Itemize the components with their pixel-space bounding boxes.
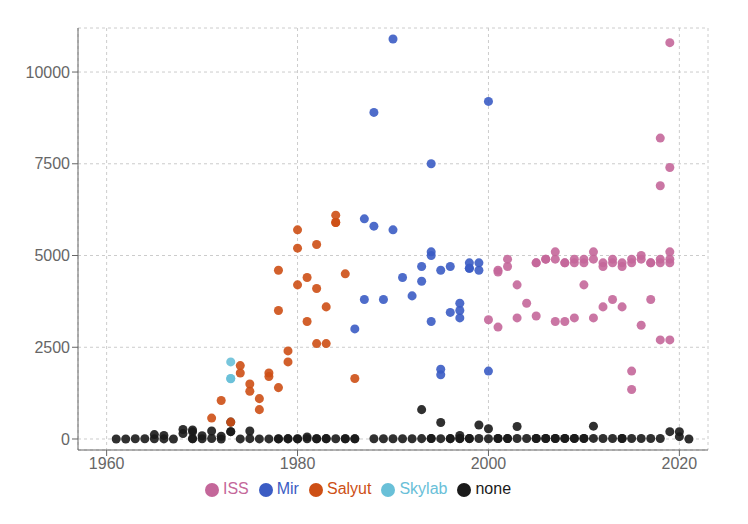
html-text:ISS: ISS — [222, 480, 249, 497]
svg-text:0: 0 — [61, 431, 70, 448]
html-text:Skylab: Skylab — [399, 480, 448, 497]
svg-text:10000: 10000 — [26, 64, 71, 81]
html-text:Mir: Mir — [276, 480, 299, 497]
html-text:Salyut: Salyut — [327, 480, 372, 497]
svg-text:7500: 7500 — [34, 155, 70, 172]
html-text:none: none — [475, 480, 511, 497]
svg-text:2000: 2000 — [471, 455, 507, 472]
svg-text:2020: 2020 — [662, 455, 698, 472]
svg-text:2500: 2500 — [34, 339, 70, 356]
svg-text:1980: 1980 — [280, 455, 316, 472]
svg-text:5000: 5000 — [34, 247, 70, 264]
svg-text:1960: 1960 — [89, 455, 125, 472]
